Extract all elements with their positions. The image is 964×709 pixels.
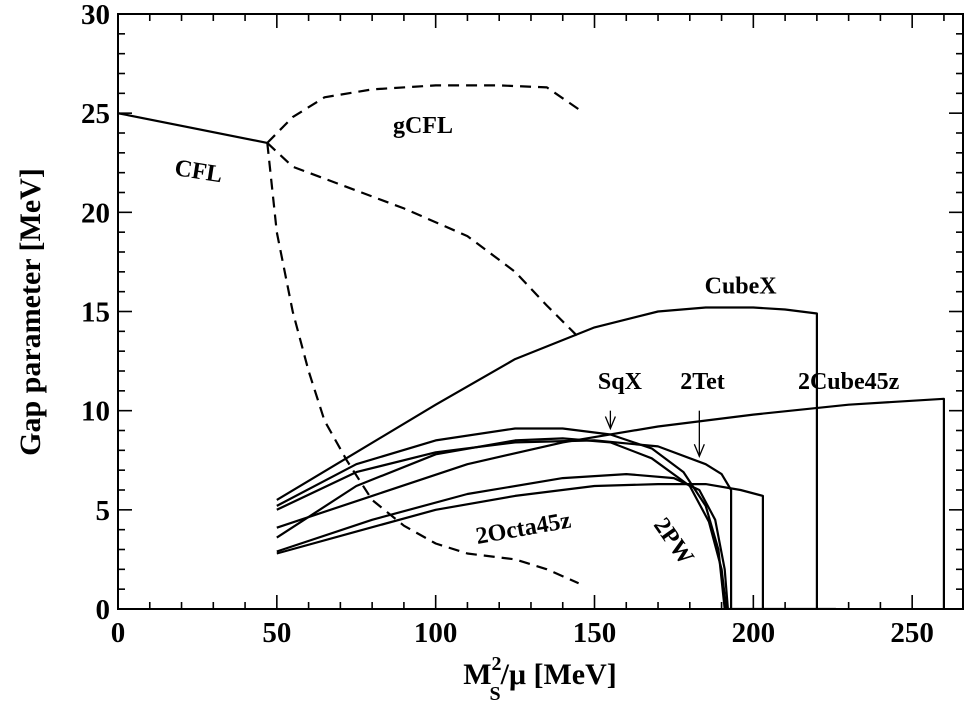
x-axis-label-main: M xyxy=(463,658,491,691)
curve-label-cfl: CFL xyxy=(173,155,224,188)
x-tick-label: 100 xyxy=(414,617,458,649)
x-tick-label: 250 xyxy=(890,617,934,649)
curve-label-2cube45z: 2Cube45z xyxy=(798,369,900,395)
series-line-2cube45z xyxy=(276,397,945,609)
annotation-arrow-head xyxy=(693,444,705,458)
y-tick-label: 30 xyxy=(81,0,110,31)
series-line-sqx xyxy=(276,427,726,609)
series-line-unnamed-10 xyxy=(276,473,836,609)
annotation-arrow-head xyxy=(604,416,616,431)
axis-ticks xyxy=(117,13,963,610)
series-line-unnamed-2 xyxy=(266,142,580,339)
y-tick-label: 5 xyxy=(96,495,111,527)
x-axis-label-rest: /μ [MeV] xyxy=(500,658,617,691)
y-tick-label: 15 xyxy=(81,297,110,329)
curve-label-2tet: 2Tet xyxy=(680,369,724,395)
x-axis-label-sup: 2 xyxy=(492,653,502,675)
y-tick-label: 0 xyxy=(96,594,111,626)
x-axis-label-sub: S xyxy=(490,683,501,705)
series-line-cfl xyxy=(118,112,268,144)
curve-label-2pw: 2PW xyxy=(648,513,698,569)
chart-marks xyxy=(118,84,945,609)
x-tick-label: 200 xyxy=(732,617,776,649)
curve-label-sqx: SqX xyxy=(598,369,643,395)
y-axis-label: Gap parameter [MeV] xyxy=(14,168,47,456)
series-line-cubex xyxy=(276,306,818,609)
x-axis-label: M2 S/μ [MeV] xyxy=(463,653,617,705)
x-tick-label: 50 xyxy=(262,617,291,649)
curve-label-gcfl: gCFL xyxy=(393,113,453,139)
curve-annotations: CFL gCFL CubeX 2Cube45z SqX 2Tet 2Octa45z 2PW xyxy=(173,113,900,570)
x-tick-label: 0 xyxy=(111,617,126,649)
curve-label-cubex: CubeX xyxy=(705,274,778,300)
y-tick-label: 10 xyxy=(81,396,110,428)
series-line-2octa45z xyxy=(276,483,764,609)
series-line-2tet xyxy=(276,439,733,609)
y-tick-label: 20 xyxy=(81,197,110,229)
curve-label-2octa45z: 2Octa45z xyxy=(474,508,573,550)
x-tick-label: 150 xyxy=(573,617,617,649)
series-line-2pw xyxy=(276,437,728,609)
tick-labels: 0 50 100 150 200 250 0 5 10 15 20 25 30 xyxy=(81,0,934,649)
series-line-unnamed-3 xyxy=(266,142,580,585)
y-tick-label: 25 xyxy=(81,98,110,130)
series-line-gcfl xyxy=(266,84,580,144)
